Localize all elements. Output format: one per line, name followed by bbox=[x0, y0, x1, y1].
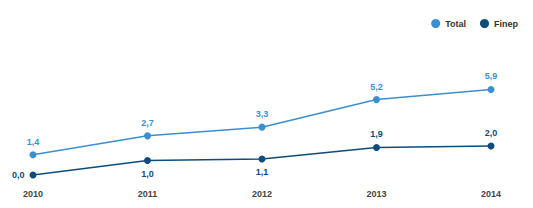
svg-text:5,9: 5,9 bbox=[485, 71, 498, 81]
svg-text:2,0: 2,0 bbox=[485, 128, 498, 138]
svg-text:2010: 2010 bbox=[23, 189, 43, 199]
svg-text:2011: 2011 bbox=[138, 189, 158, 199]
svg-text:2,7: 2,7 bbox=[141, 118, 154, 128]
svg-text:3,3: 3,3 bbox=[256, 109, 269, 119]
svg-text:1,4: 1,4 bbox=[27, 137, 40, 147]
svg-text:2014: 2014 bbox=[481, 189, 501, 199]
svg-text:1,0: 1,0 bbox=[141, 169, 154, 179]
svg-text:Finep: Finep bbox=[494, 19, 519, 29]
svg-text:2013: 2013 bbox=[366, 189, 386, 199]
svg-text:0,0: 0,0 bbox=[12, 170, 25, 180]
svg-text:Total: Total bbox=[445, 19, 466, 29]
svg-text:1,1: 1,1 bbox=[256, 167, 269, 177]
svg-text:2012: 2012 bbox=[252, 189, 272, 199]
svg-text:5,2: 5,2 bbox=[370, 82, 383, 92]
svg-text:1,9: 1,9 bbox=[370, 129, 383, 139]
